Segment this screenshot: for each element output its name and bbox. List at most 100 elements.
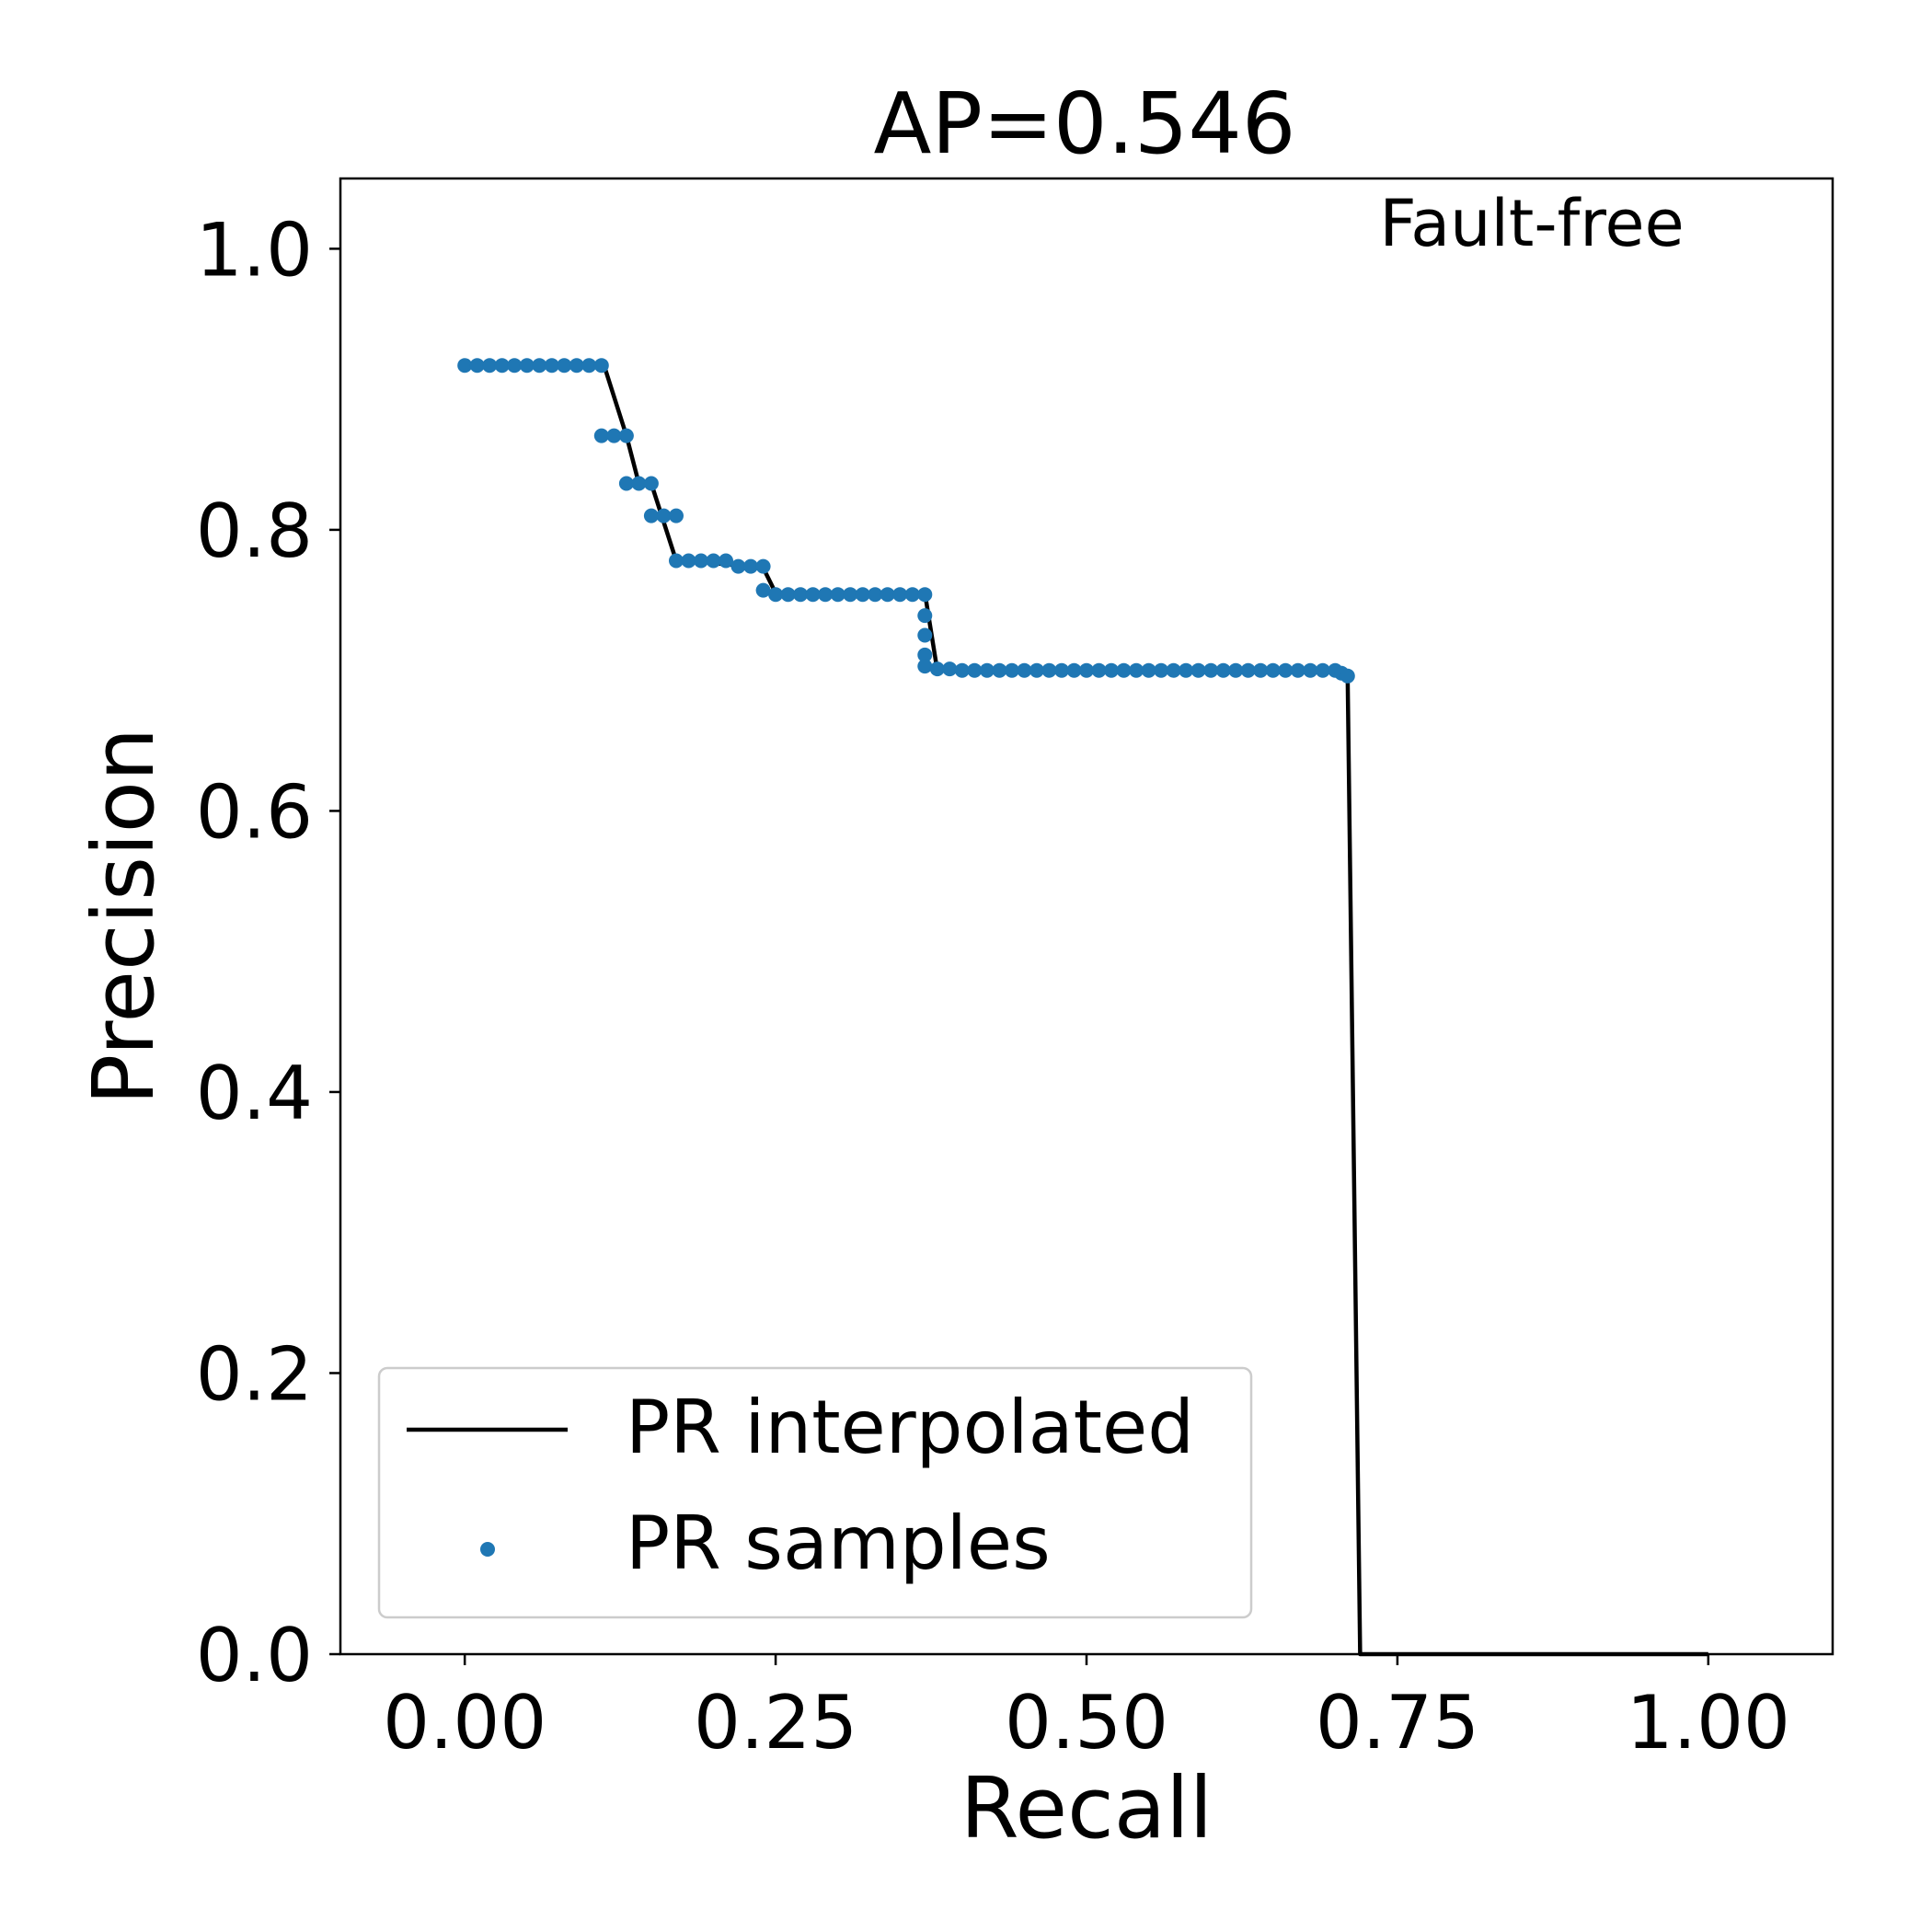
pr-sample-point <box>593 358 609 374</box>
y-tick-label: 0.6 <box>196 769 313 855</box>
legend: PR interpolated PR samples <box>377 1366 1253 1619</box>
legend-label-interpolated: PR interpolated <box>626 1385 1194 1470</box>
pr-sample-point <box>755 582 771 598</box>
pr-sample-point <box>569 358 584 374</box>
pr-sample-point <box>1203 662 1219 678</box>
pr-sample-point <box>917 587 933 603</box>
y-tick-label: 0.8 <box>196 489 313 574</box>
pr-sample-point <box>1066 662 1082 678</box>
pr-sample-point <box>1154 662 1169 678</box>
legend-dot-marker <box>480 1542 495 1557</box>
x-tick-label: 0.75 <box>1316 1680 1479 1765</box>
pr-sample-point <box>1116 662 1132 678</box>
pr-sample-point <box>1278 662 1294 678</box>
pr-sample-point <box>1228 662 1244 678</box>
pr-sample-point <box>1079 662 1094 678</box>
pr-sample-point <box>482 358 498 374</box>
pr-sample-point <box>979 662 995 678</box>
pr-sample-point <box>1315 662 1330 678</box>
plot-area <box>457 358 1708 1657</box>
pr-sample-point <box>818 587 834 603</box>
pr-sample-point <box>1215 662 1231 678</box>
pr-sample-point <box>618 428 634 443</box>
pr-sample-point <box>694 553 708 569</box>
pr-sample-point <box>1017 662 1032 678</box>
pr-sample-point <box>1240 662 1256 678</box>
pr-sample-point <box>880 587 895 603</box>
pr-sample-point <box>656 508 672 523</box>
pr-sample-point <box>730 558 746 574</box>
pr-sample-point <box>519 358 535 374</box>
pr-sample-point <box>967 662 983 678</box>
pr-sample-point <box>544 358 559 374</box>
pr-sample-point <box>606 428 622 443</box>
x-tick-label: 1.00 <box>1627 1680 1790 1765</box>
pr-sample-point <box>843 587 858 603</box>
pr-sample-point <box>954 662 970 678</box>
pr-sample-point <box>1166 662 1181 678</box>
pr-sample-point <box>904 587 920 603</box>
pr-sample-point <box>669 553 684 569</box>
pr-sample-point <box>1141 662 1156 678</box>
pr-sample-point <box>1303 662 1318 678</box>
pr-sample-point <box>942 661 958 677</box>
pr-sample-point <box>1179 662 1194 678</box>
pr-sample-point <box>992 662 1007 678</box>
pr-sample-point <box>593 428 609 443</box>
pr-sample-point <box>1340 668 1355 684</box>
pr-sample-point <box>631 476 647 491</box>
pr-sample-point <box>892 587 908 603</box>
pr-sample-point <box>1004 662 1019 678</box>
pr-sample-point <box>1253 662 1269 678</box>
x-tick-label: 0.50 <box>1005 1680 1168 1765</box>
pr-sample-point <box>581 358 597 374</box>
pr-sample-point <box>1054 662 1069 678</box>
pr-sample-point <box>917 647 933 662</box>
legend-label-samples: PR samples <box>626 1501 1051 1586</box>
chart-title: AP=0.546 <box>874 75 1296 173</box>
x-tick-label: 0.00 <box>383 1680 546 1765</box>
pr-sample-point <box>719 553 733 569</box>
pr-sample-point <box>743 558 758 574</box>
pr-sample-point <box>1041 662 1057 678</box>
pr-sample-point <box>643 476 659 491</box>
pr-sample-point <box>1129 662 1144 678</box>
pr-sample-point <box>618 476 634 491</box>
pr-sample-point <box>681 553 696 569</box>
pr-sample-point <box>1091 662 1107 678</box>
legend-box <box>377 1366 1253 1619</box>
pr-sample-point <box>855 587 870 603</box>
pr-sample-point <box>494 358 510 374</box>
pr-sample-point <box>1190 662 1206 678</box>
y-tick-label: 0.2 <box>196 1331 313 1417</box>
y-axis-ticks: 0.0 0.2 0.4 0.6 0.8 1.0 <box>196 207 340 1698</box>
pr-sample-point <box>469 358 485 374</box>
pr-sample-point <box>532 358 547 374</box>
pr-sample-point <box>929 661 945 677</box>
fault-free-annotation: Fault-free <box>1379 186 1684 261</box>
pr-sample-point <box>805 587 821 603</box>
y-tick-label: 0.4 <box>196 1051 313 1136</box>
pr-sample-point <box>706 553 721 569</box>
pr-sample-point <box>1265 662 1281 678</box>
y-axis-label: Precision <box>75 728 173 1106</box>
pr-sample-point <box>669 508 684 523</box>
pr-sample-point <box>755 558 771 574</box>
pr-sample-point <box>917 659 933 674</box>
pr-sample-point <box>768 587 784 603</box>
pr-sample-point <box>917 608 933 624</box>
pr-sample-point <box>780 587 796 603</box>
pr-sample-point <box>917 627 933 643</box>
pr-sample-point <box>557 358 572 374</box>
pr-sample-point <box>1029 662 1044 678</box>
y-tick-label: 1.0 <box>196 207 313 293</box>
pr-sample-point <box>1290 662 1305 678</box>
y-tick-label: 0.0 <box>196 1613 313 1698</box>
x-tick-label: 0.25 <box>694 1680 857 1765</box>
pr-sample-point <box>793 587 809 603</box>
x-axis-ticks: 0.00 0.25 0.50 0.75 1.00 <box>383 1654 1790 1765</box>
pr-sample-point <box>643 508 659 523</box>
pr-sample-point <box>868 587 883 603</box>
pr-sample-point <box>457 358 473 374</box>
